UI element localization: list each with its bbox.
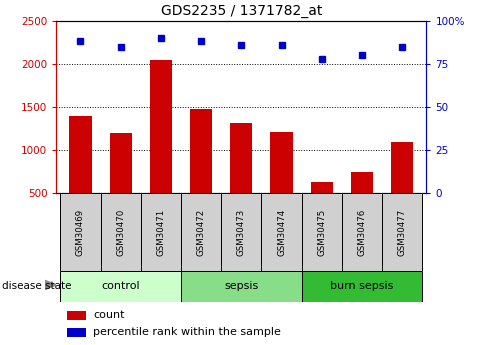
Bar (190, 109, 212, 236)
Text: GSM30476: GSM30476 (358, 208, 367, 256)
Bar (181, 271, 302, 302)
Text: control: control (101, 282, 140, 291)
Text: GSM30475: GSM30475 (317, 208, 326, 256)
Text: burn sepsis: burn sepsis (330, 282, 393, 291)
Bar (342, 193, 382, 271)
Bar (141, 193, 181, 271)
Text: GSM30472: GSM30472 (196, 208, 206, 256)
Bar (60, 193, 100, 271)
Text: GSM30473: GSM30473 (237, 208, 246, 256)
Bar (60, 271, 181, 302)
Bar (270, 131, 293, 236)
Bar (181, 193, 221, 271)
Text: count: count (93, 310, 125, 320)
Bar (221, 193, 262, 271)
Bar (230, 124, 252, 236)
Bar (302, 271, 422, 302)
Bar (311, 181, 333, 236)
Text: disease state: disease state (2, 282, 72, 291)
Bar (351, 171, 373, 236)
Text: GSM30469: GSM30469 (76, 208, 85, 256)
Bar (150, 59, 172, 236)
Text: GSM30477: GSM30477 (398, 208, 407, 256)
Bar (382, 193, 422, 271)
Title: GDS2235 / 1371782_at: GDS2235 / 1371782_at (161, 4, 322, 18)
Bar (68, 328, 86, 337)
Bar (70, 117, 92, 236)
Bar (100, 193, 141, 271)
Bar (110, 133, 132, 236)
Text: sepsis: sepsis (224, 282, 258, 291)
Text: percentile rank within the sample: percentile rank within the sample (93, 327, 281, 337)
Text: GSM30471: GSM30471 (156, 208, 166, 256)
Text: GSM30474: GSM30474 (277, 208, 286, 256)
Bar (302, 193, 342, 271)
Bar (391, 142, 413, 236)
Bar (68, 310, 86, 320)
Polygon shape (45, 280, 56, 289)
Bar (262, 193, 302, 271)
Text: GSM30470: GSM30470 (116, 208, 125, 256)
